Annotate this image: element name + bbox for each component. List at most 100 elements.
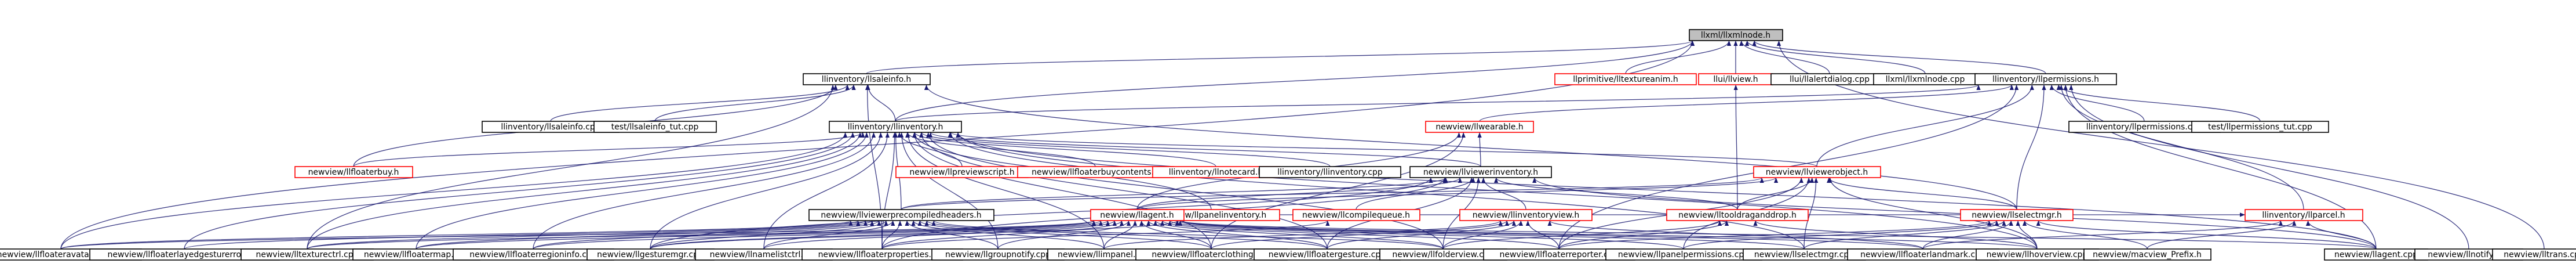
graph-node-llinventory-llsaleinfo-h[interactable]: llinventory/llsaleinfo.h bbox=[803, 73, 931, 85]
graph-node-newview-lltooldraganddrop-h[interactable]: newview/lltooldraganddrop.h bbox=[1666, 209, 1809, 221]
include-edge bbox=[1733, 84, 1738, 210]
include-edge bbox=[2059, 84, 2304, 210]
include-edge bbox=[911, 220, 1105, 250]
node-box bbox=[593, 121, 717, 133]
graph-node-newview-llfloaterbuy-h[interactable]: newview/llfloaterbuy.h bbox=[294, 166, 413, 178]
include-edge bbox=[901, 177, 1764, 210]
graph-node-llinventory-llnotecard-h[interactable]: llinventory/llnotecard.h bbox=[1152, 166, 1280, 178]
graph-node-newview-llimpanel-cpp[interactable]: newview/llimpanel.cpp bbox=[1047, 248, 1161, 261]
graph-node-newview-llviewerobject-h[interactable]: newview/llviewerobject.h bbox=[1753, 166, 1881, 178]
node-box bbox=[1090, 209, 1185, 221]
graph-node-llui-llview-h[interactable]: llui/llview.h bbox=[1698, 73, 1773, 85]
graph-node-llinventory-llinventory-h[interactable]: llinventory/llinventory.h bbox=[829, 121, 962, 133]
node-box bbox=[1974, 73, 2117, 85]
include-edge bbox=[1356, 177, 1475, 210]
graph-node-newview-lltexturectrl-cpp[interactable]: newview/lltexturectrl.cpp bbox=[241, 248, 374, 261]
include-edge bbox=[1103, 220, 1503, 250]
node-label: newview/llviewerprecompiledheaders.h bbox=[821, 211, 981, 220]
node-label: llxml/llxmlnode.cpp bbox=[1886, 75, 1965, 84]
include-edge bbox=[650, 220, 1110, 250]
graph-node-llinventory-llinventory-cpp[interactable]: llinventory/llinventory.cpp bbox=[1259, 166, 1401, 178]
include-edge bbox=[2016, 84, 2046, 210]
graph-node-newview-llhoverview-cpp[interactable]: newview/llhoverview.cpp bbox=[1976, 248, 2099, 261]
include-edge bbox=[1803, 220, 2006, 250]
graph-node-newview-lltrans-cpp[interactable]: newview/lltrans.cpp bbox=[2492, 248, 2576, 261]
include-edge bbox=[2022, 220, 2148, 250]
include-edge bbox=[949, 132, 1817, 167]
graph-node-newview-llfloaterbuycontents-h[interactable]: newview/llfloaterbuycontents.h bbox=[1017, 166, 1174, 178]
graph-node-test-llpermissions-tut-cpp[interactable]: test/llpermissions_tut.cpp bbox=[2191, 121, 2329, 133]
graph-node-llinventory-llsaleinfo-cpp[interactable]: llinventory/llsaleinfo.cpp bbox=[482, 121, 620, 133]
graph-node-llui-llalertdialog-cpp[interactable]: llui/llalertdialog.cpp bbox=[1770, 73, 1889, 85]
node-label: newview/llfloaterreporter.cpp bbox=[1499, 250, 1618, 259]
graph-node-newview-llfloaterclothing-cpp[interactable]: newview/llfloaterclothing.cpp bbox=[1135, 248, 1288, 261]
include-edge bbox=[1178, 220, 1923, 250]
node-box bbox=[1666, 209, 1809, 221]
node-box bbox=[2245, 209, 2363, 221]
graph-node-newview-llinventoryview-h[interactable]: newview/llinventoryview.h bbox=[1459, 209, 1593, 221]
node-box bbox=[808, 209, 994, 221]
graph-node-llxml-llxmlnode-cpp[interactable]: llxml/llxmlnode.cpp bbox=[1873, 73, 1977, 85]
graph-node-newview-llgroupnotify-cpp[interactable]: newview/llgroupnotify.cpp bbox=[931, 248, 1065, 261]
node-box bbox=[1425, 121, 1534, 133]
node-label: llxml/llxmlnode.h bbox=[1701, 31, 1770, 40]
graph-node-newview-llfloaterregioninfo-cpp[interactable]: newview/llfloaterregioninfo.cpp bbox=[453, 248, 614, 261]
graph-node-newview-llwearable-h[interactable]: newview/llwearable.h bbox=[1425, 121, 1534, 133]
node-box bbox=[2083, 248, 2211, 261]
graph-node-newview-llviewerinventory-h[interactable]: newview/llviewerinventory.h bbox=[1409, 166, 1552, 178]
graph-node-llinventory-llpermissions-h[interactable]: llinventory/llpermissions.h bbox=[1974, 73, 2117, 85]
graph-node-newview-macview-prefix-h[interactable]: newview/macview_Prefix.h bbox=[2083, 248, 2211, 261]
graph-node-newview-llfloatergesture-cpp[interactable]: newview/llfloatergesture.cpp bbox=[1254, 248, 1401, 261]
include-edge bbox=[1494, 177, 1738, 210]
graph-node-newview-llfloaterreporter-cpp[interactable]: newview/llfloaterreporter.cpp bbox=[1483, 248, 1635, 261]
include-edge bbox=[1442, 220, 1722, 250]
node-label: newview/llfloaterclothing.cpp bbox=[1152, 250, 1270, 259]
include-edge bbox=[866, 84, 896, 122]
node-label: newview/llfloatergesture.cpp bbox=[1269, 250, 1386, 259]
include-edge bbox=[307, 84, 835, 250]
include-edge bbox=[1442, 220, 1524, 250]
include-edge bbox=[353, 132, 865, 167]
graph-node-newview-llagent-h[interactable]: newview/llagent.h bbox=[1090, 209, 1185, 221]
node-label: newview/llfloaterproperties.cpp bbox=[818, 250, 946, 259]
graph-node-newview-llagent-cpp[interactable]: newview/llagent.cpp bbox=[2324, 248, 2428, 261]
include-edge bbox=[912, 132, 1212, 250]
graph-node-newview-llgesturemgr-cpp[interactable]: newview/llgesturemgr.cpp bbox=[586, 248, 715, 261]
graph-node-newview-llviewerprecompiledheaders-h[interactable]: newview/llviewerprecompiledheaders.h bbox=[808, 209, 994, 221]
include-edge bbox=[1745, 40, 1926, 74]
graph-node-newview-llnamelistctrl-cpp[interactable]: newview/llnamelistctrl.cpp bbox=[695, 248, 833, 261]
graph-node-test-llsaleinfo-tut-cpp[interactable]: test/llsaleinfo_tut.cpp bbox=[593, 121, 717, 133]
node-label: newview/llfloaterlandmark.cpp bbox=[1860, 250, 1985, 259]
include-edge bbox=[1525, 220, 1560, 250]
include-edge bbox=[533, 132, 876, 250]
graph-node-newview-llpreviewscript-h[interactable]: newview/llpreviewscript.h bbox=[895, 166, 1029, 178]
include-edge bbox=[2305, 220, 2377, 250]
graph-node-newview-llpanelpermissions-cpp[interactable]: newview/llpanelpermissions.cpp bbox=[1605, 248, 1762, 261]
graph-node-llinventory-llparcel-h[interactable]: llinventory/llparcel.h bbox=[2245, 209, 2363, 221]
graph-node-newview-llselectmgr-h[interactable]: newview/llselectmgr.h bbox=[1960, 209, 2074, 221]
include-edge bbox=[1683, 220, 1999, 250]
graph-node-newview-llfolderview-cpp[interactable]: newview/llfolderview.cpp bbox=[1379, 248, 1507, 261]
include-edge bbox=[416, 220, 1096, 250]
include-edge bbox=[650, 220, 1180, 250]
include-edge bbox=[881, 220, 1330, 250]
graph-node-newview-llfloaterproperties-cpp[interactable]: newview/llfloaterproperties.cpp bbox=[801, 248, 963, 261]
node-box bbox=[1753, 166, 1881, 178]
include-edge bbox=[533, 220, 1103, 250]
include-edge bbox=[1753, 220, 2038, 250]
include-edge bbox=[919, 132, 1331, 167]
graph-node-newview-llfloaterlandmark-cpp[interactable]: newview/llfloaterlandmark.cpp bbox=[1847, 248, 1999, 261]
include-edge bbox=[931, 220, 1444, 250]
node-box bbox=[1459, 209, 1593, 221]
include-edge bbox=[1211, 220, 1509, 250]
graph-node-newview-llcompilequeue-h[interactable]: newview/llcompilequeue.h bbox=[1292, 209, 1420, 221]
node-label: newview/macview_Prefix.h bbox=[2093, 250, 2202, 259]
include-edge bbox=[926, 132, 1444, 250]
graph-node-llprimitive-lltextureanim-h[interactable]: llprimitive/lltextureanim.h bbox=[1554, 73, 1697, 85]
graph-node-newview-llselectmgr-cpp[interactable]: newview/llselectmgr.cpp bbox=[1743, 248, 1866, 261]
graph-node-llinventory-llpermissions-cpp[interactable]: llinventory/llpermissions.cpp bbox=[2068, 121, 2221, 133]
node-box bbox=[1259, 166, 1401, 178]
node-label: newview/llfloaterregioninfo.cpp bbox=[469, 250, 597, 259]
include-edge bbox=[184, 132, 855, 250]
